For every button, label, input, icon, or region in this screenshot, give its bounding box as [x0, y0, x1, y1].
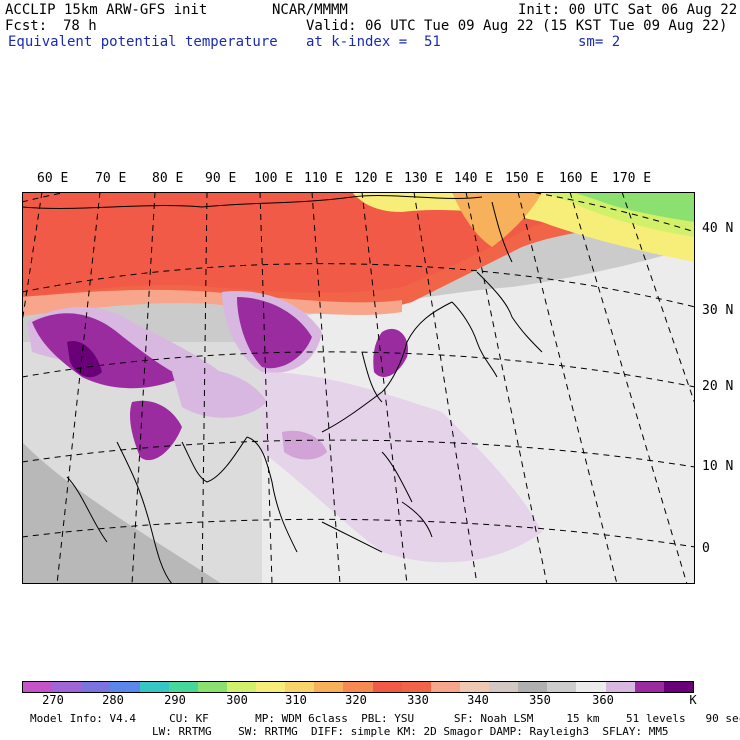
- lon-label: 120 E: [354, 171, 394, 186]
- colorbar-swatch: [168, 682, 198, 692]
- darkpurple-core: [67, 341, 102, 378]
- lon-label: 170 E: [612, 171, 652, 186]
- colorbar-swatch: [430, 682, 460, 692]
- colorbar: [22, 681, 694, 693]
- colorbar-tick: 340: [467, 693, 489, 707]
- colorbar-swatch: [634, 682, 664, 692]
- warm-belt-edge: [22, 289, 402, 316]
- colorbar-swatch: [81, 682, 111, 692]
- colorbar-tick: 350: [529, 693, 551, 707]
- colorbar-swatch: [256, 682, 286, 692]
- lavender-pacific: [262, 372, 542, 563]
- lon-label: 150 E: [505, 171, 545, 186]
- colorbar-swatch: [459, 682, 489, 692]
- colorbar-swatch: [343, 682, 373, 692]
- lon-label: 60 E: [37, 171, 69, 186]
- lat-label: 30 N: [702, 303, 734, 318]
- indian-ocean-field: [22, 442, 222, 584]
- cool-region-core: [572, 192, 695, 222]
- colorbar-swatch: [518, 682, 548, 692]
- lon-label: 70 E: [95, 171, 127, 186]
- lon-label: 110 E: [304, 171, 344, 186]
- colorbar-swatch: [401, 682, 431, 692]
- colorbar-tick: 300: [226, 693, 248, 707]
- model-info-line1: Model Info: V4.4 CU: KF MP: WDM 6class P…: [30, 712, 740, 725]
- forecast-hour: 78 h: [63, 18, 97, 34]
- colorbar-tick: 310: [285, 693, 307, 707]
- lon-label: 90 E: [205, 171, 237, 186]
- colorbar-swatch: [314, 682, 344, 692]
- colorbar-tick: 360: [592, 693, 614, 707]
- lavender-indochina: [172, 368, 267, 418]
- colorbar-swatch: [285, 682, 315, 692]
- colorbar-swatch: [489, 682, 519, 692]
- colorbar-swatch: [139, 682, 169, 692]
- colorbar-unit: K: [689, 693, 697, 707]
- colorbar-tick: 290: [164, 693, 186, 707]
- colorbar-tick: 330: [407, 693, 429, 707]
- smoothing-info: sm= 2: [578, 34, 621, 50]
- lat-label: 40 N: [702, 221, 734, 236]
- lon-label: 100 E: [254, 171, 294, 186]
- lat-label: 0: [702, 541, 710, 556]
- purple-region-china: [237, 297, 312, 369]
- model-info-line2: LW: RRTMG SW: RRTMG DIFF: simple KM: 2D …: [152, 725, 669, 738]
- lon-label: 80 E: [152, 171, 184, 186]
- colorbar-tick: 320: [345, 693, 367, 707]
- lat-label: 10 N: [702, 459, 734, 474]
- forecast-label: Fcst:: [5, 18, 48, 34]
- colorbar-swatch: [372, 682, 402, 692]
- valid-time: Valid: 06 UTC Tue 09 Aug 22 (15 KST Tue …: [306, 18, 728, 34]
- colorbar-swatch: [110, 682, 140, 692]
- colorbar-swatch: [576, 682, 606, 692]
- colorbar-swatch: [663, 682, 693, 692]
- field-name: Equivalent potential temperature: [8, 34, 278, 50]
- map-frame: [22, 192, 695, 584]
- init-time: Init: 00 UTC Sat 06 Aug 22: [518, 2, 738, 18]
- theta-e-map: [22, 192, 695, 584]
- center-name: NCAR/MMMM: [272, 2, 348, 18]
- colorbar-swatch: [52, 682, 82, 692]
- colorbar-swatch: [23, 682, 53, 692]
- colorbar-tick: 270: [42, 693, 64, 707]
- model-title: ACCLIP 15km ARW-GFS init: [5, 2, 208, 18]
- colorbar-swatch: [226, 682, 256, 692]
- colorbar-swatch: [547, 682, 577, 692]
- lon-label: 130 E: [404, 171, 444, 186]
- coastlines: [22, 195, 543, 584]
- lon-label: 160 E: [559, 171, 599, 186]
- lon-label: 140 E: [454, 171, 494, 186]
- purple-region-bay: [129, 400, 182, 461]
- level-info: at k-index = 51: [306, 34, 441, 50]
- colorbar-swatch: [605, 682, 635, 692]
- colorbar-tick: 280: [102, 693, 124, 707]
- graticule: [22, 192, 695, 584]
- colorbar-swatch: [197, 682, 227, 692]
- lat-label: 20 N: [702, 379, 734, 394]
